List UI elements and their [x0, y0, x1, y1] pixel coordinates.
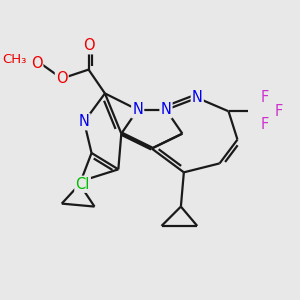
Text: N: N	[132, 102, 143, 117]
Text: N: N	[160, 102, 171, 117]
Text: O: O	[56, 71, 68, 86]
Text: F: F	[260, 117, 269, 132]
Text: O: O	[31, 56, 42, 71]
Text: Cl: Cl	[75, 177, 90, 192]
Text: N: N	[192, 90, 203, 105]
Text: O: O	[83, 38, 94, 53]
Text: CH₃: CH₃	[2, 53, 26, 66]
Text: N: N	[79, 114, 89, 129]
Text: F: F	[260, 90, 269, 105]
Text: F: F	[275, 104, 283, 119]
